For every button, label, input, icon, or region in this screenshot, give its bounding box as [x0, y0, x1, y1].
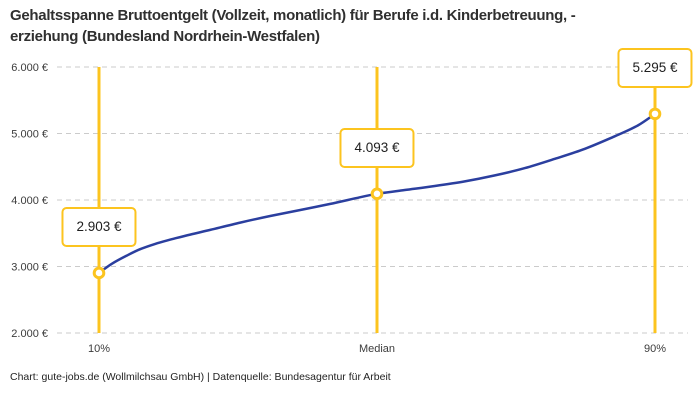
- x-tick-label: 10%: [88, 343, 110, 355]
- y-tick-label: 2.000 €: [11, 328, 48, 340]
- y-tick-label: 6.000 €: [11, 62, 48, 74]
- data-point-label: 4.093 €: [339, 127, 415, 168]
- chart-title: Gehaltsspanne Bruttoentgelt (Vollzeit, m…: [10, 5, 696, 47]
- x-tick-label: 90%: [644, 343, 666, 355]
- chart-title-line2: erziehung (Bundesland Nordrhein-Westfale…: [10, 28, 320, 45]
- chart-source-credit: Chart: gute-jobs.de (Wollmilchsau GmbH) …: [10, 371, 391, 383]
- data-point-marker: [370, 187, 384, 201]
- chart-title-line1: Gehaltsspanne Bruttoentgelt (Vollzeit, m…: [10, 7, 576, 24]
- salary-curve: [97, 112, 657, 275]
- data-point-marker: [92, 266, 106, 280]
- y-tick-label: 3.000 €: [11, 262, 48, 274]
- data-point-label: 2.903 €: [61, 206, 137, 247]
- data-point-label: 5.295 €: [617, 47, 693, 88]
- x-tick-label: Median: [359, 343, 395, 355]
- y-tick-label: 4.000 €: [11, 195, 48, 207]
- y-tick-label: 5.000 €: [11, 129, 48, 141]
- data-point-marker: [648, 107, 662, 121]
